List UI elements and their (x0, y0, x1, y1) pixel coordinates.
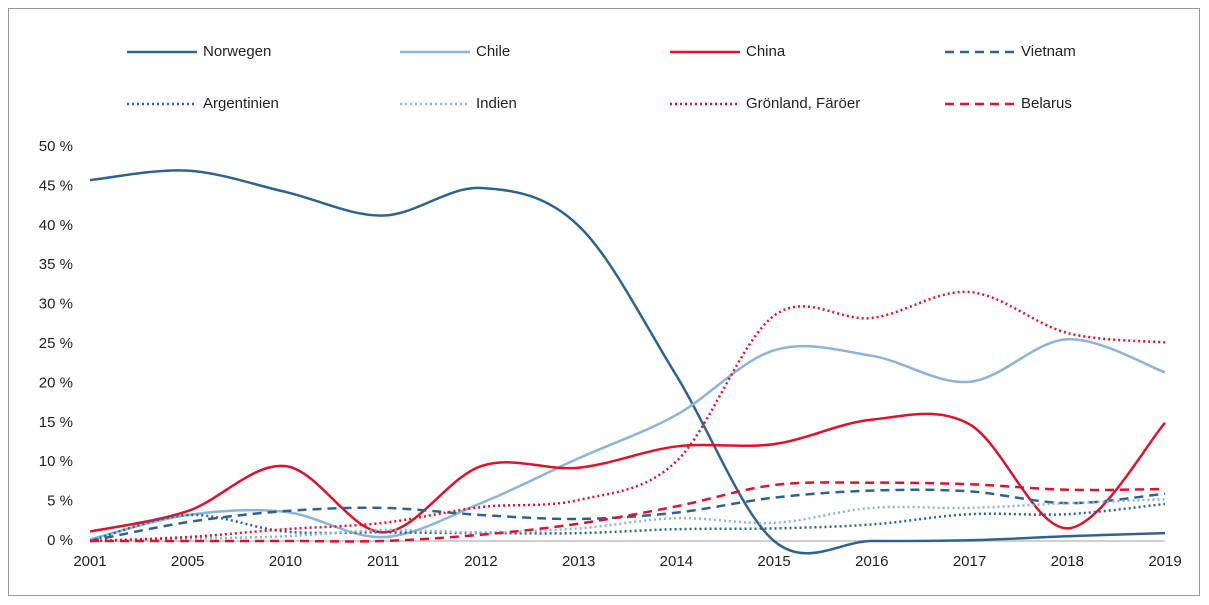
legend-label: Belarus (1021, 95, 1072, 112)
series-line (89, 338, 1166, 541)
x-tick-label: 2011 (367, 553, 399, 570)
y-tick-label: 50 % (39, 138, 73, 155)
series-line (89, 290, 1166, 543)
legend-label: Argentinien (203, 95, 279, 112)
y-tick-label: 15 % (39, 414, 73, 431)
x-tick-label: 2005 (171, 553, 204, 570)
y-tick-label: 20 % (39, 374, 73, 391)
x-tick-label: 2012 (464, 553, 497, 570)
legend-label: China (746, 43, 786, 60)
x-tick-label: 2016 (855, 553, 888, 570)
x-tick-label: 2001 (73, 553, 106, 570)
x-tick-label: 2010 (269, 553, 302, 570)
y-tick-label: 30 % (39, 296, 73, 313)
x-tick-label: 2015 (757, 553, 790, 570)
y-tick-label: 5 % (47, 493, 73, 510)
legend-label: Norwegen (203, 43, 271, 60)
y-tick-label: 10 % (39, 453, 73, 470)
x-tick-label: 2018 (1051, 553, 1084, 570)
y-tick-label: 35 % (39, 256, 73, 273)
x-tick-label: 2019 (1148, 553, 1181, 570)
y-tick-label: 40 % (39, 217, 73, 234)
series-line (89, 497, 1166, 543)
legend-label: Grönland, Färöer (746, 95, 860, 112)
legend-label: Vietnam (1021, 43, 1076, 60)
x-tick-label: 2014 (660, 553, 693, 570)
series-line (89, 502, 1166, 543)
legend-label: Indien (476, 95, 517, 112)
y-tick-label: 0 % (47, 532, 73, 549)
x-tick-label: 2013 (562, 553, 595, 570)
series-line (89, 481, 1166, 543)
y-tick-label: 45 % (39, 177, 73, 194)
y-tick-label: 25 % (39, 335, 73, 352)
series-line (89, 488, 1166, 543)
series-line (89, 412, 1166, 534)
series-line (89, 169, 1166, 555)
legend-label: Chile (476, 43, 510, 60)
x-tick-label: 2017 (953, 553, 986, 570)
